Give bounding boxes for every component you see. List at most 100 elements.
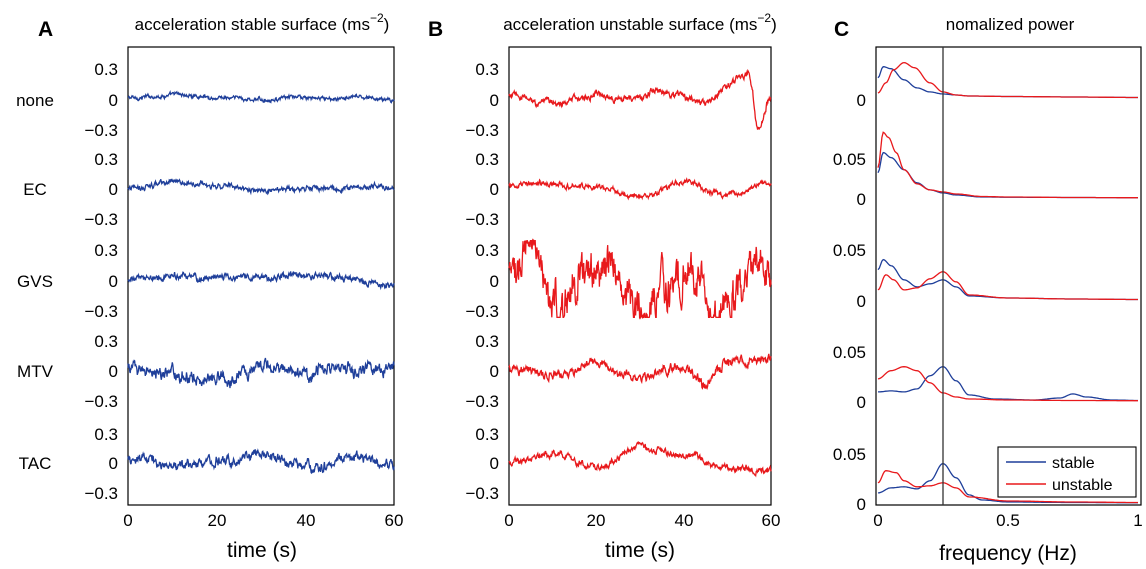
spectrum-mtv-unstable: [877, 366, 1138, 402]
legend-box: [997, 446, 1137, 498]
c-ytick: 0.05: [833, 241, 866, 260]
panel-b-traces: [508, 68, 772, 478]
panel-c-traces: [877, 61, 1138, 504]
panel-letter-b: B: [428, 18, 443, 41]
c-ytick: 0: [857, 190, 866, 209]
trace-mtv: [508, 353, 772, 390]
trace-none: [127, 89, 395, 104]
a-ytick: 0: [109, 454, 118, 473]
panel-a-yticks: 0.3 0 −0.3 0.3 0 −0.3 0.3 0 −0.3 0.3 0 −…: [84, 60, 118, 503]
c-ytick: 0: [857, 393, 866, 412]
b-ytick: −0.3: [465, 121, 499, 140]
a-ytick: 0: [109, 362, 118, 381]
a-ytick: 0.3: [94, 332, 118, 351]
a-xtick: 40: [297, 511, 316, 530]
row-label-gvs: GVS: [17, 272, 53, 291]
spectrum-none-stable: [877, 66, 1138, 99]
a-ytick: 0.3: [94, 425, 118, 444]
panel-a-title: acceleration stable surface (ms−2): [135, 11, 390, 34]
panel-c-title: nomalized power: [946, 15, 1075, 34]
panel-c-legend: stable unstable: [997, 446, 1137, 498]
b-xtick: 40: [675, 511, 694, 530]
a-ytick: 0: [109, 91, 118, 110]
b-ytick: 0: [490, 180, 499, 199]
b-xtick: 0: [504, 511, 513, 530]
c-ytick: 0: [857, 91, 866, 110]
panel-b-title: acceleration unstable surface (ms−2): [503, 11, 777, 34]
c-xtick: 0.5: [996, 511, 1020, 530]
a-ytick: −0.3: [84, 484, 118, 503]
a-ytick: 0.3: [94, 241, 118, 260]
a-ytick: −0.3: [84, 210, 118, 229]
panel-b-yticks: 0.3 0 −0.3 0.3 0 −0.3 0.3 0 −0.3 0.3 0 −…: [465, 60, 499, 503]
panel-letter-c: C: [834, 18, 849, 41]
spectrum-ec-unstable: [877, 131, 1138, 199]
panel-b-title-close: ): [771, 15, 777, 34]
panel-b-title-sup: −2: [757, 11, 771, 25]
spectrum-gvs-unstable: [877, 271, 1138, 301]
panel-c-yticks: 0 0.05 0 0.05 0 0.05 0 0.05 0: [833, 91, 866, 514]
c-xlabel: frequency (Hz): [939, 542, 1077, 565]
spectrum-tac-unstable: [877, 470, 1138, 504]
row-label-mtv: MTV: [17, 362, 54, 381]
a-xtick: 60: [385, 511, 404, 530]
panel-a-title-close: ): [384, 15, 390, 34]
panel-a-title-main: acceleration stable surface (ms: [135, 15, 370, 34]
panel-b-title-main: acceleration unstable surface (ms: [503, 15, 757, 34]
trace-gvs: [127, 270, 395, 291]
panel-a-frame: [127, 46, 395, 506]
b-xlabel: time (s): [605, 539, 675, 562]
a-ytick: 0: [109, 180, 118, 199]
a-ytick: 0.3: [94, 150, 118, 169]
panel-c-frame: [875, 46, 1142, 506]
a-xtick: 20: [208, 511, 227, 530]
row-label-tac: TAC: [19, 454, 52, 473]
a-ytick: −0.3: [84, 302, 118, 321]
b-ytick: 0.3: [475, 241, 499, 260]
trace-tac: [127, 448, 395, 475]
c-ytick: 0: [857, 495, 866, 514]
trace-mtv: [127, 357, 395, 389]
b-xtick: 60: [762, 511, 781, 530]
panel-letter-a: A: [38, 18, 53, 41]
b-xtick: 20: [587, 511, 606, 530]
c-ytick: 0.05: [833, 150, 866, 169]
b-ytick: −0.3: [465, 484, 499, 503]
c-ytick: 0.05: [833, 343, 866, 362]
spectrum-mtv-stable: [878, 366, 1138, 402]
b-ytick: 0.3: [475, 60, 499, 79]
trace-none: [508, 68, 772, 130]
row-label-none: none: [16, 91, 54, 110]
trace-ec: [127, 178, 395, 196]
panel-b-frame: [508, 46, 772, 506]
spectrum-ec-stable: [877, 151, 1138, 199]
b-ytick: 0.3: [475, 425, 499, 444]
legend-unstable-label: unstable: [1052, 477, 1113, 494]
b-ytick: 0: [490, 362, 499, 381]
c-ytick: 0: [857, 292, 866, 311]
b-ytick: 0.3: [475, 150, 499, 169]
b-ytick: −0.3: [465, 392, 499, 411]
trace-gvs: [508, 238, 772, 320]
spectrum-none-unstable: [877, 61, 1138, 99]
row-label-ec: EC: [23, 180, 47, 199]
trace-ec: [508, 177, 772, 201]
legend-stable-label: stable: [1052, 455, 1095, 472]
b-ytick: 0: [490, 272, 499, 291]
c-xtick: 0: [873, 511, 882, 530]
b-ytick: 0: [490, 91, 499, 110]
spectrum-gvs-stable: [877, 258, 1138, 301]
b-ytick: 0.3: [475, 332, 499, 351]
c-ytick: 0.05: [833, 445, 866, 464]
b-ytick: −0.3: [465, 302, 499, 321]
c-xtick: 1: [1133, 511, 1142, 530]
panel-a-title-sup: −2: [370, 11, 384, 25]
a-ytick: −0.3: [84, 121, 118, 140]
trace-tac: [508, 440, 772, 478]
b-ytick: −0.3: [465, 210, 499, 229]
b-ytick: 0: [490, 454, 499, 473]
a-ytick: 0.3: [94, 60, 118, 79]
a-xlabel: time (s): [227, 539, 297, 562]
a-ytick: −0.3: [84, 392, 118, 411]
